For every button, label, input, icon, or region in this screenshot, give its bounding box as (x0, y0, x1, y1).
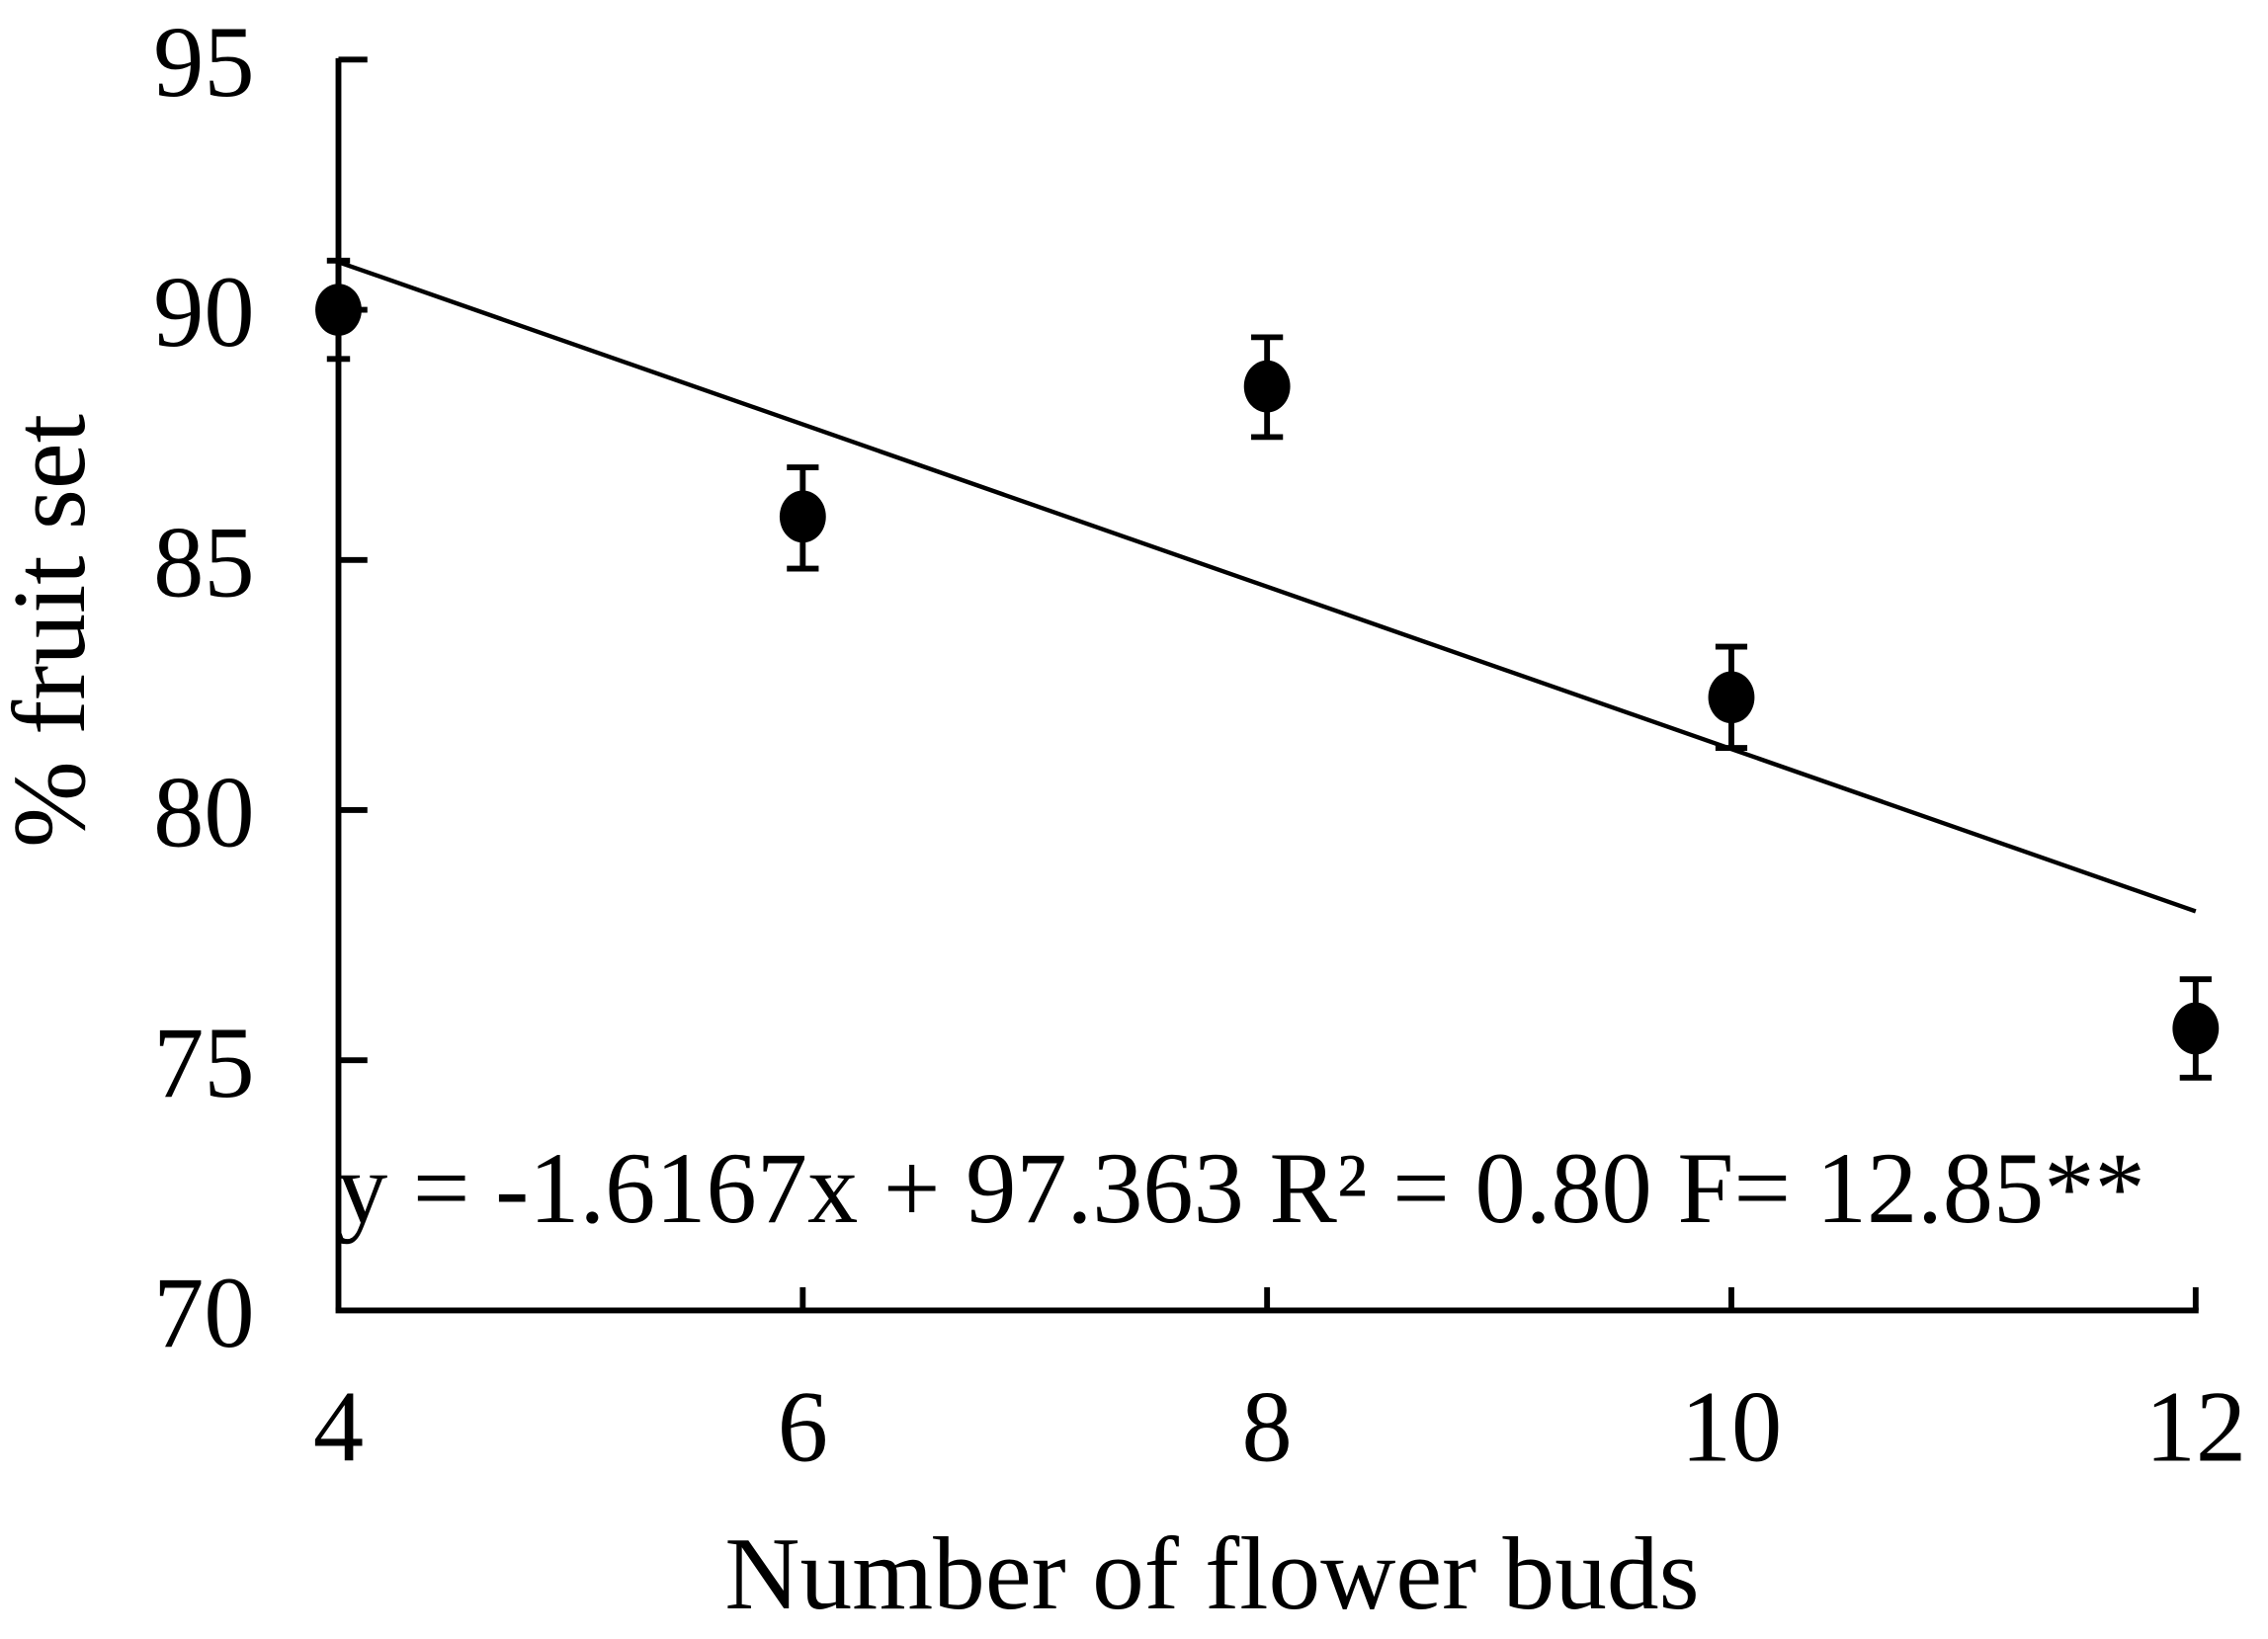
svg-text:12: 12 (2145, 1372, 2246, 1484)
svg-text:70: 70 (153, 1258, 254, 1369)
svg-text:4: 4 (313, 1372, 364, 1484)
x-ticks (799, 1286, 2199, 1311)
y-ticks (338, 56, 368, 1064)
data-points (315, 284, 2220, 1055)
x-axis-title: Number of flower buds (724, 1516, 1699, 1631)
data-point (1708, 671, 1755, 724)
svg-text:90: 90 (153, 257, 254, 369)
svg-text:75: 75 (153, 1008, 254, 1119)
svg-text:85: 85 (153, 507, 254, 618)
y-tick-labels: 95 90 85 80 75 70 (153, 7, 254, 1369)
trend-line (337, 260, 2197, 914)
regression-equation: y = -1.6167x + 97.363 R² = 0.80 F= 12.85… (337, 1133, 2145, 1245)
svg-text:8: 8 (1242, 1372, 1293, 1484)
y-axis-title: % fruit set (0, 414, 107, 848)
data-point (1243, 360, 1291, 413)
svg-text:95: 95 (153, 7, 254, 119)
svg-text:80: 80 (153, 758, 254, 869)
x-tick-labels: 4 6 8 10 12 (313, 1372, 2246, 1484)
svg-text:6: 6 (778, 1372, 828, 1484)
data-point (2172, 1002, 2220, 1055)
data-point (315, 284, 362, 336)
data-point (779, 490, 826, 543)
svg-text:10: 10 (1681, 1372, 1782, 1484)
